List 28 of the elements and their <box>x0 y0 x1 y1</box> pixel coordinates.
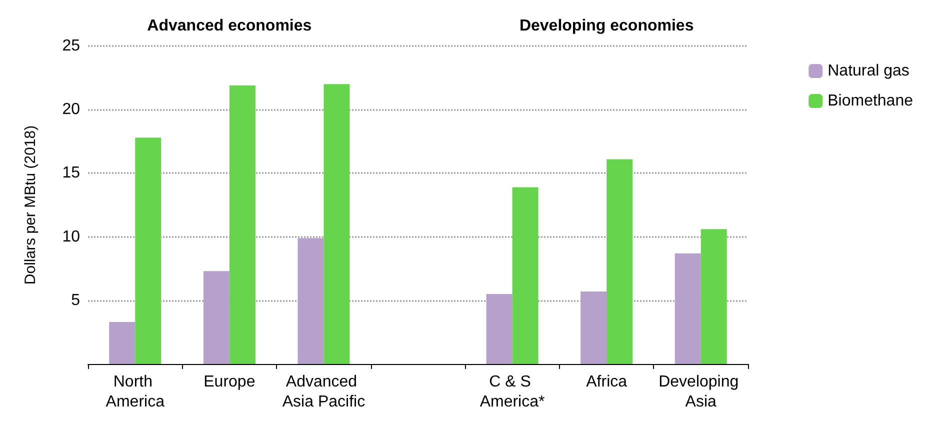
bar <box>298 238 324 364</box>
text: Advanced economies <box>147 18 312 34</box>
bar <box>109 322 136 364</box>
y-tick-label: 10 <box>62 228 80 246</box>
y-tick-label: 20 <box>62 101 80 118</box>
x-tick-label: Advanced Asia Pacific <box>282 374 366 410</box>
bar <box>229 85 256 364</box>
y-tick-label: 5 <box>71 292 80 309</box>
bar <box>203 271 230 364</box>
x-tick-label: North America <box>106 374 165 410</box>
x-tick-label: Africa <box>586 374 628 390</box>
x-tick-label: C & S America* <box>480 374 545 410</box>
x-tick-label: Developing Asia <box>658 374 744 410</box>
text: Developing economies <box>519 18 694 34</box>
bar <box>700 229 727 364</box>
y-tick-label: 15 <box>62 164 80 182</box>
legend-label: Natural gas <box>828 62 910 80</box>
bar <box>512 187 538 364</box>
bar <box>486 294 512 364</box>
bar <box>606 159 633 364</box>
bar <box>135 138 162 364</box>
legend-label: Biomethane <box>828 92 914 110</box>
bar <box>580 291 607 364</box>
bar <box>324 84 350 364</box>
y-axis-title: Dollars per MBtu (2018) <box>22 125 39 285</box>
bar <box>674 253 701 364</box>
y-tick-label: 25 <box>62 38 80 54</box>
x-tick-label: Europe <box>204 374 256 390</box>
